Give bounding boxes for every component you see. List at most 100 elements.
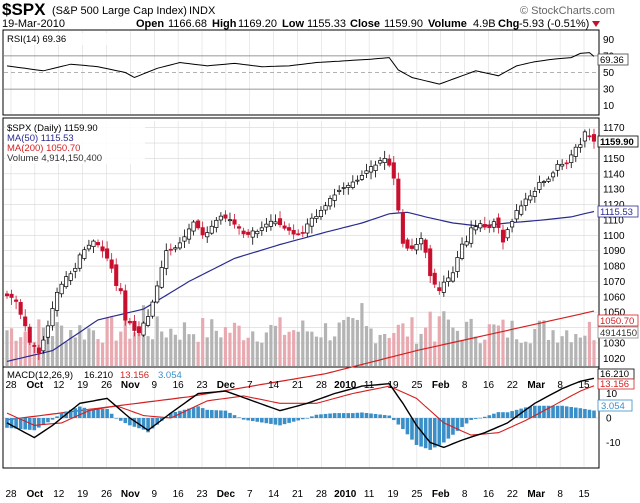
price-tick-label: 1020 (603, 354, 626, 365)
macd-histogram-bar (269, 418, 273, 424)
candle-body (4, 293, 10, 297)
x-axis-label: 8 (462, 489, 468, 500)
volume-bar (196, 341, 200, 366)
volume-bar (301, 320, 305, 366)
x-axis-label: 25 (411, 489, 423, 500)
volume-bar (533, 328, 537, 366)
volume-bar (137, 328, 141, 366)
candle-body (168, 248, 173, 251)
macd-histogram-bar (314, 414, 319, 418)
macd-histogram-bar (55, 416, 59, 418)
candle-body (519, 205, 524, 215)
macd-histogram-bar (337, 413, 341, 418)
x-axis-label: 21 (292, 489, 304, 500)
macd-histogram-bar (191, 407, 196, 418)
candle-body (546, 178, 551, 182)
candle-body (50, 308, 55, 327)
x-axis-label: 28 (5, 380, 17, 391)
volume-bar (569, 342, 573, 366)
volume-bar (387, 337, 391, 366)
price-tick-label: 1110 (603, 215, 624, 226)
macd-histogram-bar (587, 409, 592, 418)
macd-histogram-bar (73, 408, 78, 418)
x-axis-label: Dec (217, 380, 236, 391)
down-arrow-icon (592, 21, 600, 27)
volume-bar (146, 336, 150, 366)
candle-body (396, 178, 401, 211)
candle-body (196, 220, 201, 229)
macd-histogram-bar (32, 418, 37, 431)
macd-histogram-bar (187, 408, 191, 418)
volume-bar (337, 322, 341, 366)
candle-body (237, 226, 242, 229)
candle-body (100, 246, 105, 252)
volume-bar (32, 341, 36, 366)
volume-bar (237, 325, 241, 366)
volume-bar (478, 343, 482, 366)
candle-body (191, 221, 196, 232)
chg-value: -5.93 (-0.51%) (519, 18, 589, 30)
x-axis-label: Mar (527, 489, 545, 500)
volume-bar (392, 332, 396, 366)
macd-histogram-bar (451, 418, 455, 435)
candle-body (41, 339, 46, 352)
candle-body (82, 249, 87, 259)
volume-bar (37, 319, 41, 366)
macd-histogram-bar (446, 418, 451, 439)
candle-body (23, 316, 28, 327)
volume-bar (437, 316, 441, 366)
macd-histogram-bar (128, 418, 132, 426)
volume-bar (455, 330, 460, 366)
volume-value: 4.9B (473, 18, 496, 30)
volume-bar (310, 331, 314, 366)
x-axis-label: 8 (557, 380, 563, 391)
x-axis-label: 23 (196, 380, 208, 391)
x-axis-label: 22 (507, 489, 519, 500)
volume-bar (537, 320, 541, 366)
volume-bar (273, 325, 278, 366)
candle-body (314, 216, 319, 219)
x-axis-label: 19 (77, 380, 89, 391)
chart-date: 19-Mar-2010 (2, 18, 65, 30)
candle-body (109, 259, 114, 269)
price-tick-label: 1050 (603, 308, 626, 319)
volume-bar (255, 341, 259, 366)
macd-histogram-bar (260, 418, 264, 423)
macd-histogram-bar (59, 413, 64, 418)
volume-bar (214, 330, 218, 366)
macd-histogram-bar (96, 409, 100, 418)
x-axis-label: 12 (53, 380, 65, 391)
candle-body (409, 245, 415, 249)
volume-bar (23, 331, 27, 366)
macd-histogram-bar (250, 418, 255, 422)
macd-tick-label: 0 (606, 414, 612, 425)
volume-bar (232, 322, 237, 366)
candle-body (136, 326, 142, 334)
open-value: 1166.68 (168, 18, 207, 30)
price-tick-label: 1140 (603, 169, 625, 180)
candle-body (391, 162, 396, 179)
volume-bar (242, 340, 246, 366)
macd-histogram-bar (37, 418, 41, 428)
volume-bar (155, 316, 159, 366)
volume-bar (251, 331, 255, 366)
volume-bar (424, 327, 428, 366)
volume-bar (587, 321, 592, 366)
candle-body (523, 198, 528, 206)
candle-body (510, 221, 515, 228)
volume-label: Volume (428, 18, 467, 30)
candle-body (555, 163, 560, 171)
volume-bar (355, 319, 359, 366)
candle-body (27, 326, 32, 343)
histogram-value-tag-text: 3.054 (601, 401, 625, 412)
macd-tick-label: -10 (606, 438, 621, 449)
volume-bar (492, 324, 496, 366)
macd-histogram-bar (487, 415, 492, 418)
volume-bar (342, 319, 346, 366)
candle-body (155, 285, 160, 303)
macd-histogram-bar (173, 411, 178, 418)
volume-value-tag (597, 326, 639, 339)
x-axis-label: 15 (578, 489, 590, 500)
candle-body (186, 228, 192, 240)
x-axis-label: 8 (557, 489, 563, 500)
